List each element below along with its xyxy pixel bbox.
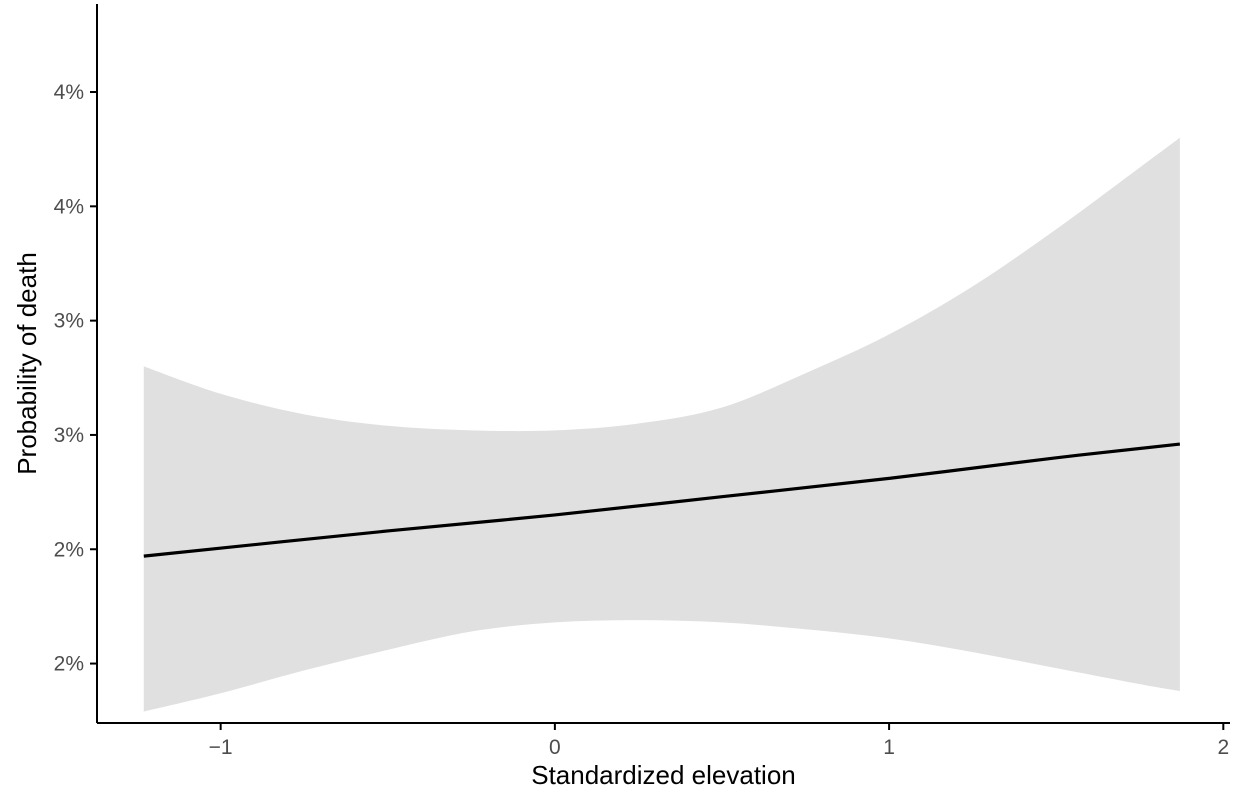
fit-line [143, 442, 1181, 558]
x-tick-label: 1 [883, 736, 895, 759]
y-tick-label: 4% [54, 195, 84, 218]
y-axis: 2% 2% 3% 3% 4% 4% [54, 81, 97, 676]
confidence-ribbon [143, 137, 1180, 712]
y-tick-label: 2% [54, 538, 84, 561]
x-axis-title: Standardized elevation [531, 760, 796, 790]
y-axis-title: Probability of death [12, 252, 42, 475]
plot-area [143, 137, 1181, 712]
y-tick-label: 3% [54, 310, 84, 333]
x-axis: −1 0 1 2 [209, 723, 1229, 759]
y-tick-label: 4% [54, 81, 84, 104]
x-tick-label: 2 [1217, 736, 1229, 759]
y-tick-label: 3% [54, 424, 84, 447]
x-tick-label: 0 [549, 736, 561, 759]
x-tick-label: −1 [209, 736, 233, 759]
y-tick-label: 2% [54, 653, 84, 676]
